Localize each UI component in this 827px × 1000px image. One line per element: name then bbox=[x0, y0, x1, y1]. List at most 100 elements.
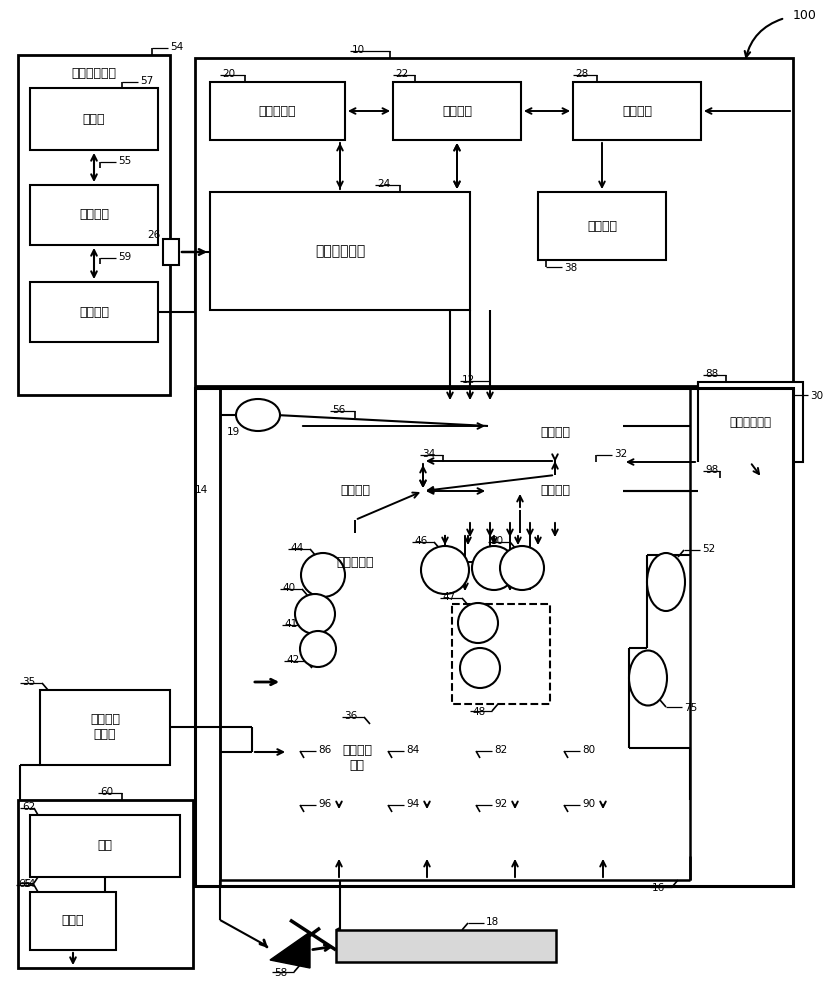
Text: 59: 59 bbox=[118, 252, 131, 262]
Bar bbox=[30, 282, 158, 342]
Text: 84: 84 bbox=[405, 745, 418, 755]
Text: 52: 52 bbox=[701, 544, 715, 554]
Bar bbox=[562, 758, 643, 802]
Text: 处理电路: 处理电路 bbox=[79, 209, 109, 222]
Text: 55: 55 bbox=[118, 156, 131, 166]
Circle shape bbox=[500, 546, 543, 590]
Text: 66: 66 bbox=[18, 879, 31, 889]
Text: 操作员接口: 操作员接口 bbox=[336, 556, 373, 568]
Text: 42: 42 bbox=[285, 655, 299, 665]
Text: 60: 60 bbox=[100, 787, 113, 797]
Text: 35: 35 bbox=[22, 677, 36, 687]
Bar bbox=[487, 462, 622, 520]
Bar bbox=[473, 758, 555, 802]
Text: 风扇: 风扇 bbox=[98, 839, 112, 852]
Bar bbox=[385, 812, 467, 856]
Bar bbox=[385, 758, 467, 802]
Circle shape bbox=[301, 553, 345, 597]
Text: 38: 38 bbox=[563, 263, 576, 273]
Bar bbox=[30, 185, 158, 245]
Bar bbox=[30, 815, 179, 877]
Bar bbox=[487, 403, 622, 461]
Circle shape bbox=[457, 603, 497, 643]
Text: 62: 62 bbox=[22, 802, 36, 812]
Circle shape bbox=[471, 546, 515, 590]
Text: 20: 20 bbox=[222, 69, 235, 79]
Text: 外部计算装置: 外部计算装置 bbox=[71, 67, 117, 80]
Text: 48: 48 bbox=[471, 707, 485, 717]
Text: 75: 75 bbox=[683, 703, 696, 713]
Text: 个人保护设备: 个人保护设备 bbox=[728, 416, 770, 428]
Text: 80: 80 bbox=[581, 745, 595, 755]
Circle shape bbox=[420, 546, 468, 594]
Text: 控制电路: 控制电路 bbox=[442, 105, 471, 118]
Text: 22: 22 bbox=[394, 69, 408, 79]
Text: 网络接口: 网络接口 bbox=[340, 485, 370, 497]
Text: 10: 10 bbox=[351, 45, 365, 55]
Text: 57: 57 bbox=[140, 76, 153, 86]
Bar bbox=[30, 892, 116, 950]
Ellipse shape bbox=[629, 650, 667, 706]
Text: 电力转换电路: 电力转换电路 bbox=[314, 244, 365, 258]
Text: 14: 14 bbox=[194, 485, 208, 495]
Circle shape bbox=[294, 594, 335, 634]
Text: 90: 90 bbox=[581, 799, 595, 809]
Text: 16: 16 bbox=[651, 883, 664, 893]
Text: 46: 46 bbox=[414, 536, 427, 546]
Text: 56: 56 bbox=[332, 405, 345, 415]
Bar bbox=[336, 930, 555, 962]
Text: 36: 36 bbox=[343, 711, 356, 721]
Bar bbox=[40, 690, 170, 765]
Text: 58: 58 bbox=[274, 968, 287, 978]
Bar bbox=[210, 82, 345, 140]
Text: 44: 44 bbox=[289, 543, 303, 553]
Bar bbox=[195, 388, 792, 886]
Bar bbox=[709, 478, 761, 513]
Bar bbox=[18, 800, 193, 968]
Text: 12: 12 bbox=[461, 375, 475, 385]
Text: 94: 94 bbox=[405, 799, 418, 809]
Bar bbox=[30, 88, 158, 150]
Text: 保护气体
供应器: 保护气体 供应器 bbox=[90, 713, 120, 741]
Text: 34: 34 bbox=[422, 449, 435, 459]
Text: 网络接口: 网络接口 bbox=[586, 220, 616, 232]
Text: 18: 18 bbox=[485, 917, 499, 927]
Text: 47: 47 bbox=[442, 592, 455, 602]
Text: 100: 100 bbox=[792, 9, 816, 22]
Text: 96: 96 bbox=[318, 799, 331, 809]
Bar bbox=[572, 82, 700, 140]
Bar bbox=[195, 388, 792, 886]
Circle shape bbox=[460, 648, 500, 688]
Text: 54: 54 bbox=[170, 42, 183, 52]
Circle shape bbox=[299, 631, 336, 667]
Text: 26: 26 bbox=[147, 230, 160, 240]
Bar bbox=[697, 382, 802, 462]
Text: 接口电路: 接口电路 bbox=[621, 105, 651, 118]
Text: 41: 41 bbox=[284, 619, 297, 629]
Bar bbox=[272, 548, 651, 778]
Bar bbox=[288, 462, 423, 520]
Bar bbox=[562, 812, 643, 856]
Text: 控制电路: 控制电路 bbox=[539, 485, 569, 497]
Text: 64: 64 bbox=[22, 879, 36, 889]
Bar bbox=[18, 55, 170, 395]
Ellipse shape bbox=[236, 399, 280, 431]
Bar bbox=[288, 533, 423, 591]
Text: 网络接口: 网络接口 bbox=[79, 306, 109, 318]
Text: 32: 32 bbox=[614, 449, 627, 459]
Bar bbox=[298, 758, 380, 802]
Bar bbox=[473, 812, 555, 856]
Text: 过滤器: 过滤器 bbox=[62, 914, 84, 927]
Text: 50: 50 bbox=[490, 536, 503, 546]
Text: 28: 28 bbox=[574, 69, 587, 79]
Text: 40: 40 bbox=[282, 583, 294, 593]
Text: 操作员接口: 操作员接口 bbox=[258, 105, 295, 118]
Bar bbox=[538, 192, 665, 260]
Bar bbox=[298, 748, 705, 880]
Text: 30: 30 bbox=[809, 391, 822, 401]
Bar bbox=[195, 58, 792, 386]
Bar bbox=[452, 604, 549, 704]
Text: 24: 24 bbox=[376, 179, 390, 189]
Bar bbox=[288, 724, 425, 792]
Text: 88: 88 bbox=[704, 369, 717, 379]
